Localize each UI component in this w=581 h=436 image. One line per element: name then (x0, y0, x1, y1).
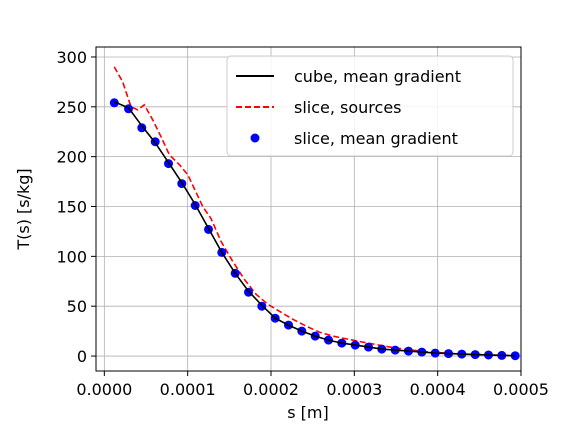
x-tick-label: 0.0000 (76, 380, 132, 399)
y-axis-ticks: 0 50 100 150 200 250 300 (56, 48, 96, 366)
x-tick-label: 0.0003 (326, 380, 382, 399)
y-tick-label: 0 (77, 347, 87, 366)
legend-marker-slice-mean (250, 133, 260, 143)
x-tick-label: 0.0005 (493, 380, 549, 399)
y-tick-label: 250 (56, 98, 87, 117)
y-tick-label: 100 (56, 247, 87, 266)
y-tick-label: 200 (56, 148, 87, 167)
data-point-slice-mean (137, 123, 147, 133)
y-tick-label: 50 (67, 297, 87, 316)
y-tick-label: 150 (56, 198, 87, 217)
plot-frame (95, 46, 522, 372)
x-tick-label: 0.0004 (410, 380, 466, 399)
legend-label-slice-mean: slice, mean gradient (294, 129, 458, 148)
legend-box (226, 55, 514, 157)
legend-label-sources: slice, sources (294, 98, 402, 117)
data-point-slice-mean (109, 98, 119, 108)
series-line-sources (113, 66, 513, 357)
y-axis-label: T(s) [s/kg] (14, 168, 33, 250)
x-axis-ticks: 0.0000 0.0001 0.0002 0.0003 0.0004 0.0005 (76, 371, 549, 399)
series-layer (109, 66, 520, 361)
legend: cube, mean gradient slice, sources slice… (226, 55, 514, 157)
y-tick-label: 300 (56, 48, 87, 67)
legend-label-cube: cube, mean gradient (294, 67, 461, 86)
x-tick-label: 0.0002 (243, 380, 299, 399)
x-axis-label: s [m] (287, 403, 329, 422)
series-line-cube (113, 101, 516, 357)
x-tick-label: 0.0001 (160, 380, 216, 399)
